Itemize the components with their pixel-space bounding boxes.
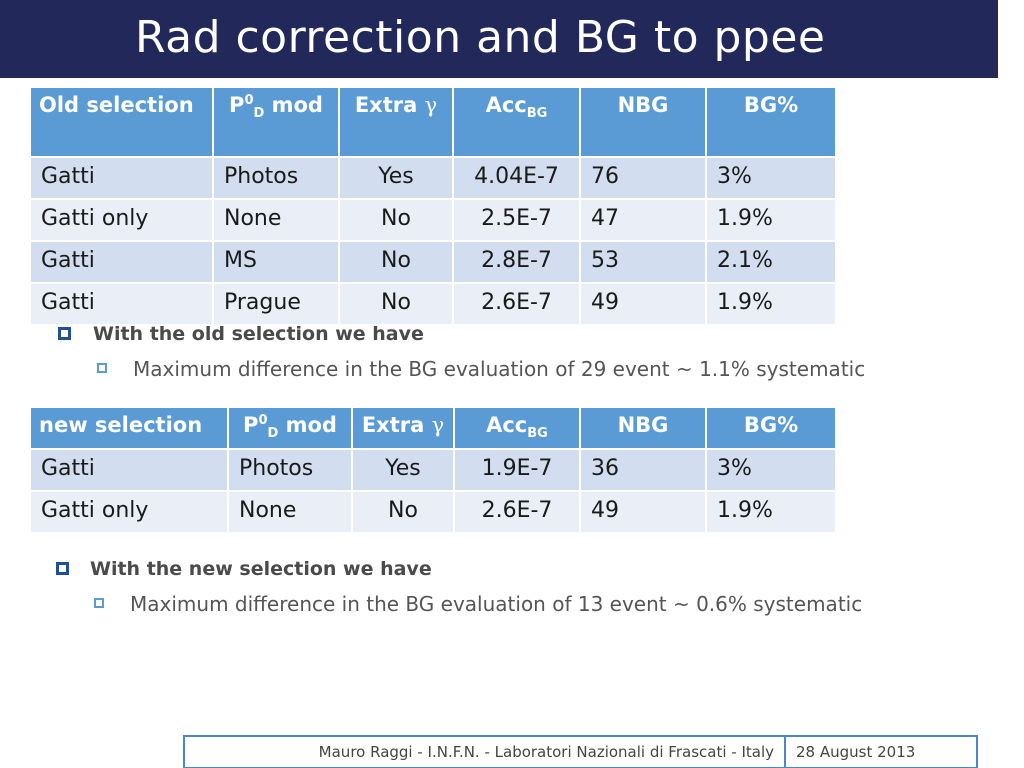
cell-nbg: 49 (579, 490, 707, 534)
cell-acc: 2.6E-7 (453, 490, 581, 534)
footer-author: Mauro Raggi - I.N.F.N. - Laboratori Nazi… (185, 737, 786, 767)
cell-extra: No (338, 282, 454, 326)
cell-nbg: 49 (579, 282, 707, 326)
sub-bullet-text: Maximum difference in the BG evaluation … (133, 357, 866, 381)
cell-p0-mod: None (227, 490, 353, 534)
header-nbg: NBG (579, 406, 707, 450)
bullet-old-selection: With the old selection we have (58, 323, 424, 345)
square-bullet-icon (56, 562, 69, 575)
cell-selection: Gatti only (29, 198, 214, 242)
table-header-row: Old selection P0D mod Extra γ AccBG NBG … (29, 86, 837, 158)
bullet-text: With the old selection we have (93, 323, 424, 345)
cell-acc: 2.6E-7 (452, 282, 581, 326)
cell-p0-mod: Prague (212, 282, 340, 326)
table-header-row: new selection P0D mod Extra γ AccBG NBG … (29, 406, 837, 450)
bullet-new-selection: With the new selection we have (56, 558, 432, 580)
slide-title: Rad correction and BG to ppee (135, 12, 826, 63)
cell-bg-percent: 3% (705, 448, 837, 492)
cell-bg-percent: 3% (705, 156, 837, 200)
table-row: Gatti Photos Yes 1.9E-7 36 3% (29, 448, 837, 492)
header-nbg: NBG (579, 86, 707, 158)
cell-extra: No (338, 240, 454, 284)
footer: Mauro Raggi - I.N.F.N. - Laboratori Nazi… (183, 735, 978, 768)
square-sub-bullet-icon (94, 598, 104, 608)
cell-bg-percent: 1.9% (705, 198, 837, 242)
cell-selection: Gatti only (29, 490, 229, 534)
sub-bullet-text: Maximum difference in the BG evaluation … (130, 592, 863, 616)
cell-acc: 2.5E-7 (452, 198, 581, 242)
cell-extra: Yes (338, 156, 454, 200)
cell-selection: Gatti (29, 448, 229, 492)
cell-extra: Yes (351, 448, 455, 492)
cell-nbg: 76 (579, 156, 707, 200)
header-selection: Old selection (29, 86, 214, 158)
cell-nbg: 47 (579, 198, 707, 242)
header-bg-percent: BG% (705, 406, 837, 450)
cell-nbg: 53 (579, 240, 707, 284)
table-row: Gatti only None No 2.5E-7 47 1.9% (29, 198, 837, 242)
old-selection-table: Old selection P0D mod Extra γ AccBG NBG … (29, 86, 837, 326)
cell-bg-percent: 2.1% (705, 240, 837, 284)
cell-selection: Gatti (29, 282, 214, 326)
cell-p0-mod: Photos (212, 156, 340, 200)
square-bullet-icon (58, 327, 71, 340)
table-row: Gatti Prague No 2.6E-7 49 1.9% (29, 282, 837, 326)
cell-nbg: 36 (579, 448, 707, 492)
header-p0d-mod: P0D mod (227, 406, 353, 450)
cell-bg-percent: 1.9% (705, 282, 837, 326)
header-p0d-mod: P0D mod (212, 86, 340, 158)
cell-extra: No (338, 198, 454, 242)
bullet-text: With the new selection we have (90, 558, 432, 580)
header-selection: new selection (29, 406, 229, 450)
cell-p0-mod: MS (212, 240, 340, 284)
header-extra-gamma: Extra γ (351, 406, 455, 450)
cell-p0-mod: Photos (227, 448, 353, 492)
sub-bullet-old-selection: Maximum difference in the BG evaluation … (97, 357, 865, 381)
header-acc-bg: AccBG (452, 86, 581, 158)
cell-acc: 4.04E-7 (452, 156, 581, 200)
table-row: Gatti Photos Yes 4.04E-7 76 3% (29, 156, 837, 200)
cell-p0-mod: None (212, 198, 340, 242)
sub-bullet-new-selection: Maximum difference in the BG evaluation … (94, 592, 862, 616)
cell-bg-percent: 1.9% (705, 490, 837, 534)
cell-selection: Gatti (29, 240, 214, 284)
cell-selection: Gatti (29, 156, 214, 200)
header-extra-gamma: Extra γ (338, 86, 454, 158)
table-row: Gatti only None No 2.6E-7 49 1.9% (29, 490, 837, 534)
new-selection-table: new selection P0D mod Extra γ AccBG NBG … (29, 406, 837, 534)
cell-extra: No (351, 490, 455, 534)
square-sub-bullet-icon (97, 363, 107, 373)
cell-acc: 1.9E-7 (453, 448, 581, 492)
title-bar: Rad correction and BG to ppee (0, 0, 998, 78)
cell-acc: 2.8E-7 (452, 240, 581, 284)
table-row: Gatti MS No 2.8E-7 53 2.1% (29, 240, 837, 284)
footer-date: 28 August 2013 (796, 743, 916, 761)
header-bg-percent: BG% (705, 86, 837, 158)
header-acc-bg: AccBG (453, 406, 581, 450)
